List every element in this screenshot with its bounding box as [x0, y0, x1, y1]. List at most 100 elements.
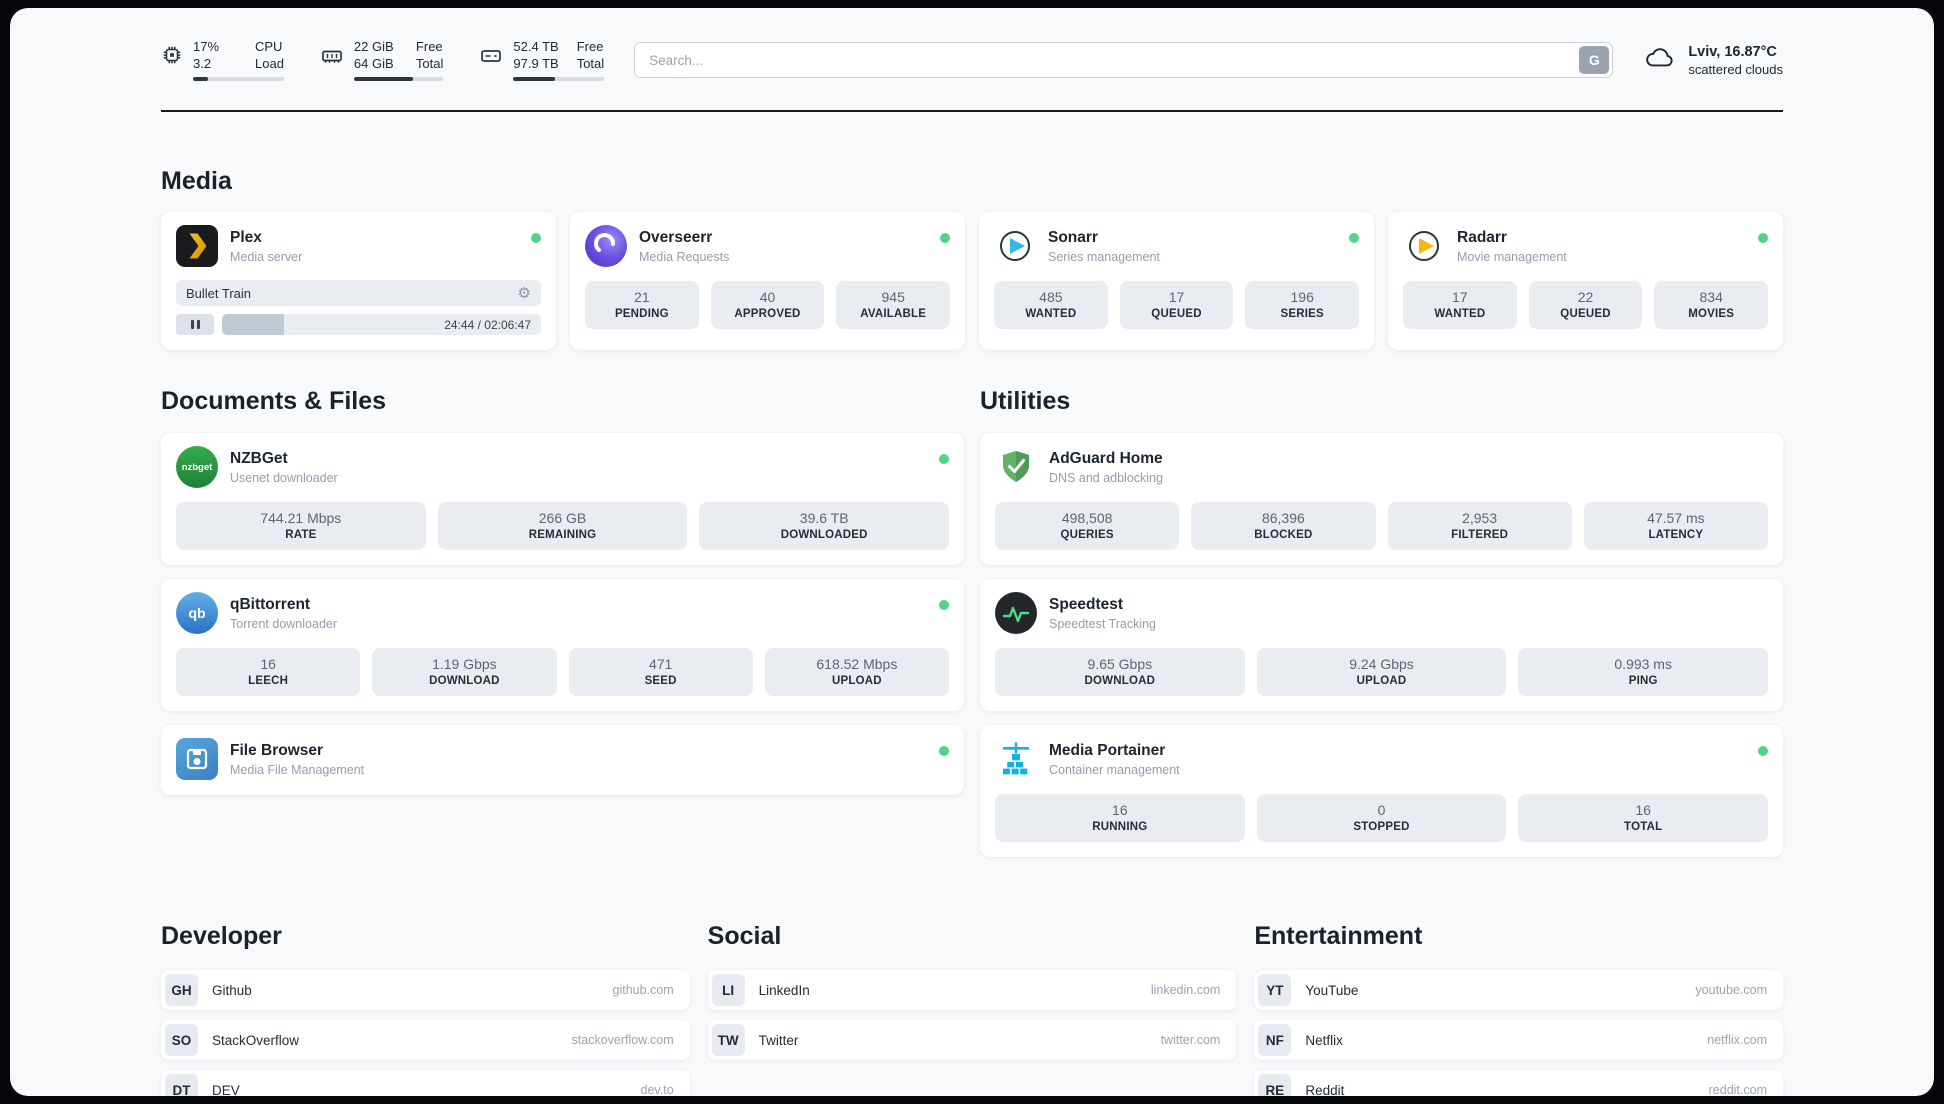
utilities-section-title: Utilities: [980, 387, 1071, 415]
entertainment-section-title: Entertainment: [1254, 922, 1423, 950]
stat-ping: 0.993 ms PING: [1518, 648, 1769, 696]
link-dev[interactable]: DT DEV dev.to: [161, 1070, 690, 1096]
dev-icon: DT: [165, 1074, 198, 1096]
cpu-label: CPU: [255, 38, 283, 54]
stat-blocked: 86,396 BLOCKED: [1191, 502, 1376, 550]
status-dot: [939, 600, 949, 610]
developer-section: Developer GH Github github.com SO StackO…: [161, 921, 690, 1096]
nzbget-icon: nzbget: [176, 446, 218, 488]
link-linkedin[interactable]: LI LinkedIn linkedin.com: [707, 970, 1237, 1010]
app-subtitle: Movie management: [1457, 249, 1567, 264]
stat-remaining: 266 GB REMAINING: [437, 502, 688, 550]
stat-queued: 22 QUEUED: [1528, 281, 1643, 329]
stat-running: 16 RUNNING: [995, 794, 1245, 842]
playback-time: 24:44 / 02:06:47: [444, 317, 531, 332]
documents-section-title: Documents & Files: [161, 387, 387, 415]
stat-upload: 9.24 Gbps UPLOAD: [1256, 648, 1507, 696]
stat-wanted: 17 WANTED: [1403, 281, 1517, 329]
now-playing-row: Bullet Train ⚙: [176, 280, 541, 306]
link-netflix[interactable]: NF Netflix netflix.com: [1254, 1020, 1783, 1060]
ram-free-value: 22 GiB: [353, 38, 394, 54]
link-stackoverflow[interactable]: SO StackOverflow stackoverflow.com: [161, 1020, 690, 1060]
adguard-shield-icon: [995, 446, 1037, 488]
entertainment-section: Entertainment YT YouTube youtube.com NF …: [1254, 921, 1783, 1096]
nzbget-card[interactable]: nzbget NZBGet Usenet downloader 744.21 M…: [161, 433, 964, 565]
app-name: AdGuard Home: [1049, 449, 1163, 467]
link-youtube[interactable]: YT YouTube youtube.com: [1254, 970, 1783, 1010]
status-dot: [1758, 233, 1768, 243]
sonarr-card[interactable]: Sonarr Series management 485 WANTED 17 Q…: [979, 212, 1374, 350]
overseerr-icon: [585, 225, 627, 267]
ram-total-label: Total: [415, 55, 444, 71]
overseerr-card[interactable]: Overseerr Media Requests 21 PENDING 40 A…: [570, 212, 965, 350]
stat-rate: 744.21 Mbps RATE: [176, 502, 426, 550]
stat-upload: 618.52 Mbps UPLOAD: [764, 648, 949, 696]
stat-stopped: 0 STOPPED: [1256, 794, 1507, 842]
disk-icon: [479, 44, 503, 68]
cpu-monitor: 17% 3.2 CPU Load: [161, 39, 284, 82]
weather-widget: Lviv, 16.87°C scattered clouds: [1643, 44, 1783, 77]
radarr-icon: [1403, 225, 1445, 267]
stat-download: 1.19 Gbps DOWNLOAD: [372, 648, 557, 696]
app-subtitle: DNS and adblocking: [1049, 470, 1163, 485]
speedtest-card[interactable]: Speedtest Speedtest Tracking 9.65 Gbps D…: [980, 579, 1783, 711]
qbittorrent-icon: qb: [176, 592, 218, 634]
stat-queued: 17 QUEUED: [1119, 281, 1234, 329]
adguard-card[interactable]: AdGuard Home DNS and adblocking 498,508 …: [980, 433, 1783, 565]
filebrowser-icon: [176, 738, 218, 780]
stat-movies: 834 MOVIES: [1654, 281, 1769, 329]
social-section: Social LI LinkedIn linkedin.com TW Twitt…: [707, 921, 1237, 1096]
ram-free-label: Free: [415, 38, 443, 54]
portainer-card[interactable]: Media Portainer Container management 16 …: [980, 725, 1783, 857]
youtube-icon: YT: [1258, 974, 1292, 1006]
github-icon: GH: [165, 974, 198, 1006]
pause-button[interactable]: [176, 314, 214, 335]
reddit-icon: RE: [1258, 1074, 1292, 1096]
media-section-title: Media: [161, 167, 232, 195]
stat-seed: 471 SEED: [568, 648, 753, 696]
portainer-icon: [995, 738, 1037, 780]
cpu-usage-value: 17%: [193, 38, 220, 54]
stat-pending: 21 PENDING: [585, 281, 699, 329]
cloud-icon: [1643, 45, 1677, 76]
weather-location: Lviv, 16.87°C: [1688, 43, 1777, 60]
header-divider: [161, 110, 1783, 112]
app-subtitle: Speedtest Tracking: [1049, 616, 1157, 631]
app-name: Overseerr: [639, 228, 713, 246]
app-name: File Browser: [230, 741, 324, 759]
search-engine-button[interactable]: G: [1579, 46, 1610, 74]
top-bar: 17% 3.2 CPU Load: [161, 34, 1783, 86]
link-twitter[interactable]: TW Twitter twitter.com: [707, 1020, 1237, 1060]
dashboard-page: 17% 3.2 CPU Load: [10, 8, 1934, 1096]
status-dot: [939, 746, 949, 756]
plex-icon: [176, 225, 218, 267]
link-reddit[interactable]: RE Reddit reddit.com: [1254, 1070, 1783, 1096]
stat-available: 945 AVAILABLE: [836, 281, 951, 329]
stat-download: 9.65 Gbps DOWNLOAD: [995, 648, 1245, 696]
developer-section-title: Developer: [161, 922, 282, 950]
app-subtitle: Usenet downloader: [230, 470, 338, 485]
search-input[interactable]: [634, 42, 1614, 78]
stat-series: 196 SERIES: [1245, 281, 1360, 329]
disk-total-value: 97.9 TB: [513, 55, 559, 71]
status-dot: [940, 233, 950, 243]
disk-free-label: Free: [576, 38, 604, 54]
plex-card[interactable]: Plex Media server Bullet Train ⚙ 24:4: [161, 212, 556, 350]
system-monitors: 17% 3.2 CPU Load: [161, 38, 605, 82]
cpu-load-value: 3.2: [193, 55, 212, 71]
app-subtitle: Media Requests: [639, 249, 730, 264]
sonarr-icon: [994, 225, 1036, 267]
app-subtitle: Media File Management: [230, 762, 365, 777]
filebrowser-card[interactable]: File Browser Media File Management: [161, 725, 964, 795]
speedtest-icon: [995, 592, 1037, 634]
now-playing-title: Bullet Train: [186, 285, 252, 301]
gear-icon[interactable]: ⚙: [517, 284, 531, 302]
app-subtitle: Torrent downloader: [230, 616, 338, 631]
link-github[interactable]: GH Github github.com: [161, 970, 690, 1010]
status-dot: [1758, 746, 1768, 756]
radarr-card[interactable]: Radarr Movie management 17 WANTED 22 QUE…: [1388, 212, 1783, 350]
linkedin-icon: LI: [711, 974, 745, 1006]
stat-latency: 47.57 ms LATENCY: [1583, 502, 1768, 550]
search-bar: G: [634, 42, 1614, 78]
qbittorrent-card[interactable]: qb qBittorrent Torrent downloader 16 LEE…: [161, 579, 964, 711]
